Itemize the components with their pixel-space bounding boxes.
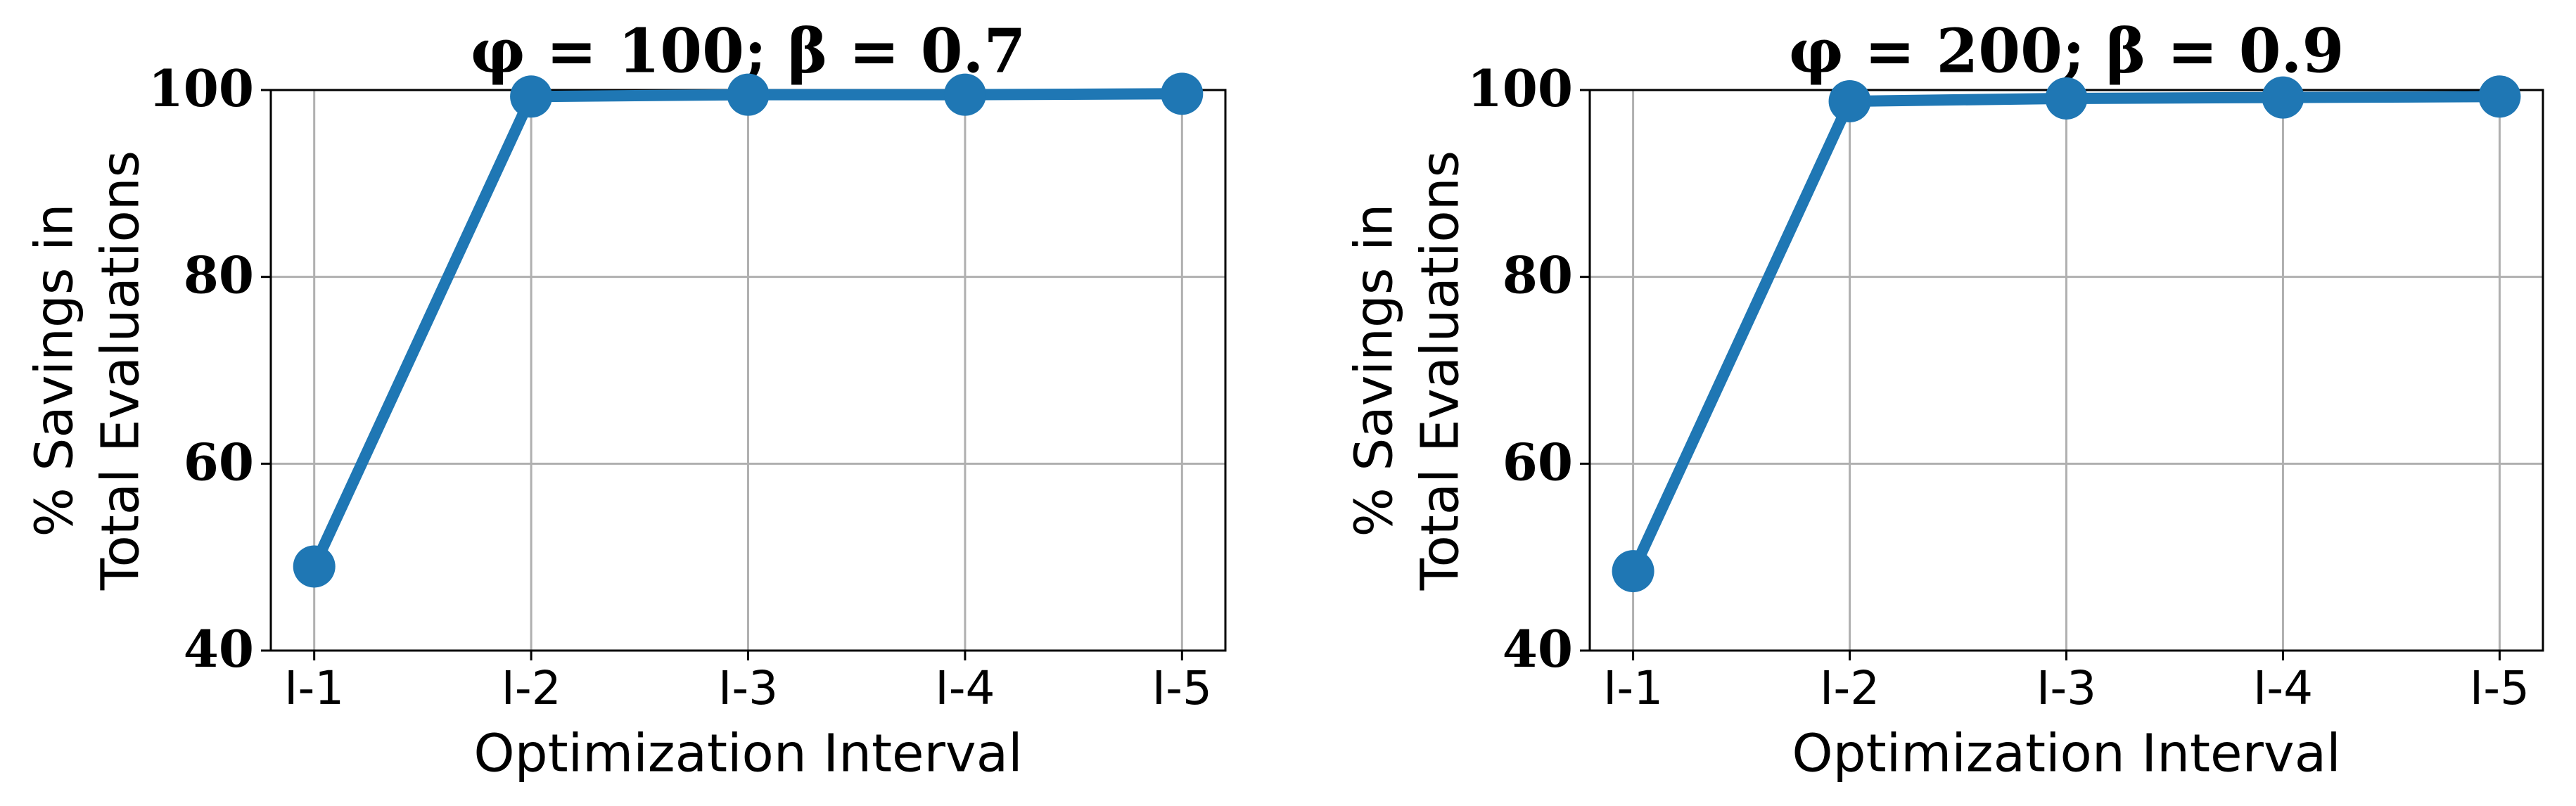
x-tick-label: I-1 <box>1603 661 1663 715</box>
point <box>293 545 336 588</box>
point <box>510 75 553 118</box>
y-axis-label: Total Evaluations <box>1410 151 1471 591</box>
point <box>2045 77 2088 120</box>
y-tick-label: 60 <box>1503 432 1573 492</box>
x-tick-label: I-3 <box>2036 661 2096 715</box>
x-tick-label: I-3 <box>718 661 778 715</box>
x-tick-label: I-4 <box>935 661 995 715</box>
x-tick-label: I-2 <box>1820 661 1880 715</box>
y-tick-label: 80 <box>184 245 254 305</box>
y-tick-label: 100 <box>1467 58 1573 118</box>
x-tick-label: I-4 <box>2253 661 2313 715</box>
chart-title: φ = 200; β = 0.9 <box>1789 16 2345 87</box>
x-tick-label: I-1 <box>284 661 344 715</box>
y-tick-label: 40 <box>184 619 254 679</box>
y-axis-label: % Savings in <box>25 204 85 537</box>
y-tick-label: 80 <box>1503 245 1573 305</box>
x-tick-label: I-5 <box>1152 661 1212 715</box>
x-axis-label: Optimization Interval <box>473 724 1022 784</box>
x-tick-label: I-2 <box>501 661 561 715</box>
point <box>2262 76 2304 119</box>
y-axis-label: % Savings in <box>1344 204 1405 537</box>
point <box>1828 79 1871 122</box>
point <box>727 73 770 116</box>
y-tick-label: 40 <box>1503 619 1573 679</box>
x-tick-label: I-5 <box>2470 661 2530 715</box>
point <box>943 73 986 116</box>
point <box>2478 75 2521 118</box>
y-tick-label: 60 <box>184 432 254 492</box>
point <box>1612 550 1654 593</box>
y-tick-label: 100 <box>148 58 254 118</box>
point <box>1161 72 1204 115</box>
x-axis-label: Optimization Interval <box>1792 724 2340 784</box>
y-axis-label: Total Evaluations <box>91 151 151 591</box>
